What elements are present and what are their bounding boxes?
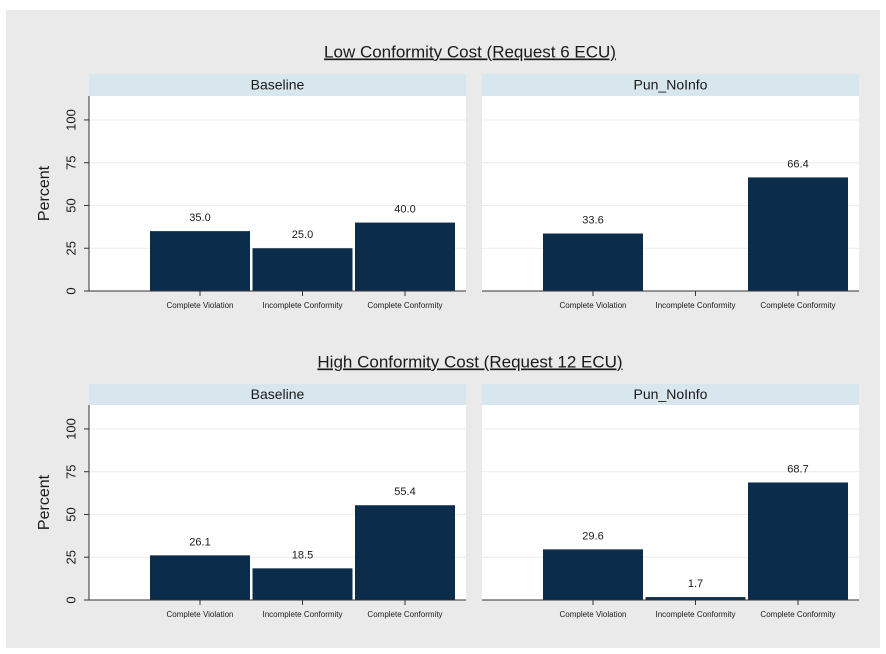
x-tick-label: Complete Violation	[166, 301, 233, 310]
value-label: 1.7	[688, 578, 703, 590]
bar	[748, 482, 848, 600]
value-label: 55.4	[394, 486, 415, 498]
x-tick-label: Complete Conformity	[760, 301, 835, 310]
chart-title: High Conformity Cost (Request 12 ECU)	[317, 352, 622, 371]
panel-title: Baseline	[251, 77, 305, 93]
x-tick-label: Incomplete Conformity	[262, 301, 342, 310]
panel-strip	[89, 384, 466, 405]
y-axis-label: Percent	[36, 165, 53, 221]
x-tick-label: Complete Violation	[559, 610, 626, 619]
x-tick-label: Incomplete Conformity	[262, 610, 342, 619]
x-tick-label: Complete Violation	[559, 301, 626, 310]
value-label: 35.0	[189, 212, 210, 224]
bar	[355, 505, 455, 600]
bar	[252, 248, 353, 291]
x-tick-label: Complete Conformity	[367, 301, 442, 310]
bar	[645, 597, 746, 600]
value-label: 68.7	[787, 463, 808, 475]
x-tick-label: Complete Conformity	[367, 610, 442, 619]
bar	[543, 233, 643, 291]
y-tick-label: 75	[63, 464, 78, 478]
value-label: 66.4	[787, 158, 808, 170]
chart-title: Low Conformity Cost (Request 6 ECU)	[324, 42, 616, 61]
panel-strip	[482, 74, 859, 96]
value-label: 40.0	[394, 203, 415, 215]
x-tick-label: Incomplete Conformity	[655, 610, 735, 619]
y-tick-label: 25	[63, 241, 78, 255]
panel-title: Pun_NoInfo	[634, 77, 708, 93]
bar	[543, 549, 643, 600]
value-label: 18.5	[292, 549, 313, 561]
y-tick-label: 0	[63, 596, 78, 603]
y-tick-label: 50	[63, 198, 78, 212]
value-label: 33.6	[582, 214, 603, 226]
x-tick-label: Incomplete Conformity	[655, 301, 735, 310]
y-tick-label: 100	[63, 109, 78, 131]
bar	[355, 222, 455, 291]
panel-title: Baseline	[251, 386, 305, 402]
bar	[748, 177, 848, 291]
y-tick-label: 50	[63, 507, 78, 521]
panel-strip	[482, 384, 859, 405]
y-tick-label: 100	[63, 418, 78, 440]
y-tick-label: 0	[63, 287, 78, 294]
x-tick-label: Complete Conformity	[760, 610, 835, 619]
bar	[150, 555, 250, 600]
panel-title: Pun_NoInfo	[634, 386, 708, 402]
bar	[150, 231, 250, 291]
y-tick-label: 75	[63, 155, 78, 169]
value-label: 29.6	[582, 530, 603, 542]
y-axis-label: Percent	[36, 474, 53, 530]
value-label: 25.0	[292, 229, 313, 241]
bar	[252, 568, 353, 600]
y-tick-label: 25	[63, 550, 78, 564]
panel-strip	[89, 74, 466, 96]
x-tick-label: Complete Violation	[166, 610, 233, 619]
value-label: 26.1	[189, 536, 210, 548]
